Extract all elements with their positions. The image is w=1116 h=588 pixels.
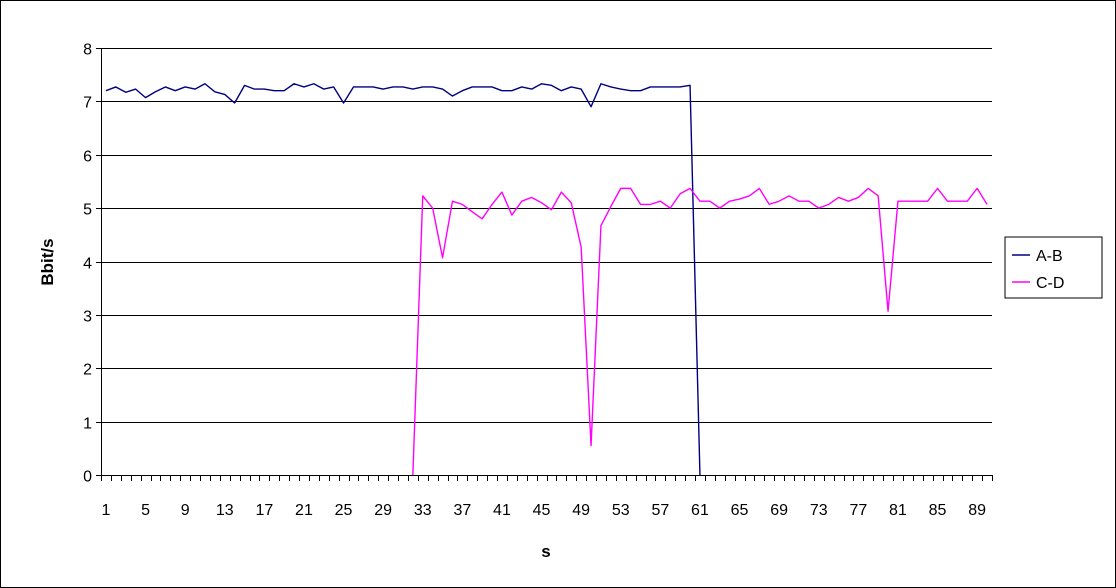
x-tick-label: 53 — [612, 502, 630, 519]
x-tick-label: 41 — [493, 502, 511, 519]
x-tick-label: 45 — [533, 502, 551, 519]
y-tick-label: 1 — [83, 416, 92, 433]
y-tick-label: 2 — [83, 362, 92, 379]
x-tick-label: 89 — [968, 502, 986, 519]
x-tick-label: 25 — [335, 502, 353, 519]
x-tick-label: 69 — [770, 502, 788, 519]
legend-label-c-d: C-D — [1036, 275, 1064, 292]
x-tick-label: 49 — [572, 502, 590, 519]
x-tick-label: 73 — [810, 502, 828, 519]
y-tick-label: 7 — [83, 95, 92, 112]
y-tick-label: 5 — [83, 202, 92, 219]
x-tick-label: 21 — [295, 502, 313, 519]
x-tick-label: 81 — [889, 502, 907, 519]
legend: A-B C-D — [1004, 236, 1103, 299]
x-tick-label: 77 — [849, 502, 867, 519]
x-tick-label: 85 — [929, 502, 947, 519]
series-line-a-b — [105, 83, 701, 476]
y-axis-title: Bbit/s — [38, 238, 57, 285]
x-tick-label: 13 — [216, 502, 234, 519]
series-layer — [105, 83, 988, 476]
legend-label-a-b: A-B — [1036, 248, 1063, 265]
x-tick-label: 65 — [731, 502, 749, 519]
x-tick-label: 5 — [141, 502, 150, 519]
gridlines — [101, 48, 992, 423]
legend-box — [1004, 236, 1103, 299]
x-tick-label: 1 — [101, 502, 110, 519]
y-tick-label: 8 — [83, 42, 92, 59]
x-tick-label: 9 — [181, 502, 190, 519]
series-line-c-d — [412, 187, 988, 476]
y-tick-label: 3 — [83, 309, 92, 326]
y-tick-label: 6 — [83, 149, 92, 166]
x-tick-label: 17 — [255, 502, 273, 519]
y-tick-label: 0 — [83, 469, 92, 486]
x-tick-label: 29 — [374, 502, 392, 519]
x-tick-label: 33 — [414, 502, 432, 519]
x-tick-label: 37 — [453, 502, 471, 519]
x-tick-label: 57 — [651, 502, 669, 519]
x-axis-title: s — [541, 542, 550, 561]
x-tick-label: 61 — [691, 502, 709, 519]
y-tick-label: 4 — [83, 256, 92, 273]
